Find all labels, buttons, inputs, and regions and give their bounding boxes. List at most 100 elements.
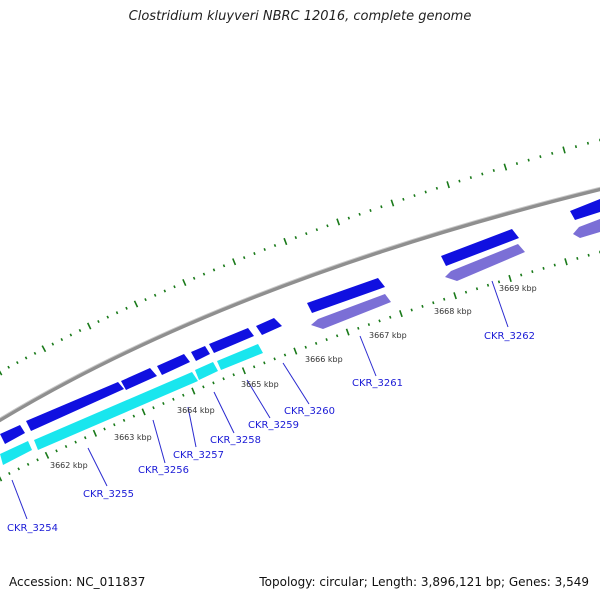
- scale-tick: [7, 365, 10, 369]
- reverse-genes: [311, 219, 600, 329]
- scale-tick: [8, 471, 11, 475]
- scale-tick: [508, 274, 512, 283]
- scale-tick: [202, 272, 206, 276]
- gene-arrow[interactable]: [217, 344, 263, 370]
- scale-tick: [17, 467, 21, 471]
- scale-tick: [74, 440, 77, 444]
- scale-tick: [241, 367, 246, 375]
- scale-tick: [475, 287, 479, 291]
- scale-tick: [212, 268, 216, 272]
- scale-tick: [399, 310, 403, 318]
- scale-tick: [86, 322, 92, 330]
- gene-arrow[interactable]: [311, 294, 391, 329]
- cyan-genes: [0, 344, 263, 465]
- gene-arrow[interactable]: [195, 362, 218, 380]
- scale-tick: [182, 278, 187, 287]
- scale-tick: [562, 146, 566, 154]
- scale-tick: [283, 353, 287, 357]
- gene-label[interactable]: CKR_3255: [83, 489, 134, 500]
- scale-tick: [141, 408, 146, 416]
- gene-label[interactable]: CKR_3260: [284, 406, 335, 417]
- tick-label: 3666 kbp: [305, 355, 343, 364]
- scale-tick: [314, 341, 318, 345]
- gene-arrow[interactable]: [256, 318, 282, 335]
- scale-tick: [446, 181, 450, 189]
- scale-tick: [503, 163, 508, 171]
- leader-line: [152, 419, 166, 464]
- scale-tick: [520, 273, 523, 277]
- scale-tick: [453, 292, 457, 300]
- scale-tick: [542, 266, 545, 270]
- scale-tick: [115, 311, 119, 315]
- scale-tick: [41, 345, 47, 353]
- scale-tick: [192, 276, 196, 280]
- scale-tick: [191, 387, 196, 395]
- scale-tick: [335, 334, 339, 338]
- scale-tick: [24, 356, 28, 360]
- scale-tick: [133, 300, 139, 308]
- scale-tick: [574, 145, 578, 149]
- scale-tick: [413, 194, 416, 198]
- scale-tick: [222, 264, 226, 268]
- scale-tick: [551, 151, 554, 155]
- scale-tick: [458, 179, 461, 183]
- scale-tick: [389, 315, 392, 319]
- gene-arrow[interactable]: [209, 328, 254, 353]
- scale-tick: [55, 449, 58, 453]
- gene-arrow[interactable]: [307, 278, 385, 313]
- gene-arrow[interactable]: [441, 229, 519, 266]
- gene-label[interactable]: CKR_3257: [173, 450, 224, 461]
- genome-backbone: [0, 187, 600, 423]
- tick-labels: 3662 kbp 3663 kbp 3664 kbp 3665 kbp 3666…: [50, 284, 537, 470]
- scale-tick: [125, 306, 128, 310]
- scale-tick: [564, 258, 568, 266]
- scale-tick: [357, 326, 360, 330]
- scale-tick: [273, 243, 277, 248]
- scale-tick: [263, 247, 266, 252]
- gene-arrow[interactable]: [157, 354, 190, 375]
- scale-tick: [410, 308, 413, 312]
- scale-tick: [586, 141, 590, 145]
- scale-tick: [378, 319, 381, 323]
- gene-label[interactable]: CKR_3259: [248, 420, 299, 431]
- scale-tick: [527, 158, 530, 162]
- scale-tick: [273, 357, 276, 361]
- gene-arrow[interactable]: [26, 382, 124, 431]
- scale-tick: [122, 418, 126, 422]
- scale-tick: [132, 414, 136, 418]
- tick-label: 3662 kbp: [50, 461, 88, 470]
- scale-tick: [358, 212, 361, 216]
- scale-tick: [304, 345, 307, 349]
- gene-arrow[interactable]: [121, 368, 157, 390]
- scale-tick: [481, 172, 484, 176]
- tick-label: 3663 kbp: [114, 433, 152, 442]
- scale-tick: [44, 451, 50, 459]
- genome-backbone-highlight: [0, 186, 600, 419]
- gene-arrow[interactable]: [0, 441, 32, 465]
- forward-genes: [0, 199, 600, 444]
- scale-tick: [443, 297, 446, 301]
- scale-tick: [515, 162, 519, 166]
- scale-tick: [421, 304, 424, 308]
- gene-label[interactable]: CKR_3262: [484, 331, 535, 342]
- gene-label[interactable]: CKR_3256: [138, 465, 189, 476]
- gene-arrow[interactable]: [570, 199, 600, 220]
- scale-tick: [202, 385, 205, 389]
- scale-tick: [252, 365, 256, 369]
- gene-arrow[interactable]: [445, 244, 525, 281]
- gene-label[interactable]: CKR_3254: [7, 523, 58, 534]
- gene-arrow[interactable]: [0, 425, 25, 444]
- scale-tick: [553, 263, 556, 267]
- gene-arrow[interactable]: [34, 372, 198, 450]
- gene-label[interactable]: CKR_3258: [210, 435, 261, 446]
- gene-label[interactable]: CKR_3261: [352, 378, 403, 389]
- gene-arrow[interactable]: [573, 219, 600, 238]
- scale-tick: [232, 373, 235, 377]
- scale-tick: [432, 301, 435, 305]
- gene-arrow[interactable]: [191, 346, 210, 361]
- scale-tick: [64, 444, 68, 449]
- scale-tick: [497, 280, 501, 284]
- leader-line: [491, 280, 509, 328]
- scale-tick: [60, 338, 64, 342]
